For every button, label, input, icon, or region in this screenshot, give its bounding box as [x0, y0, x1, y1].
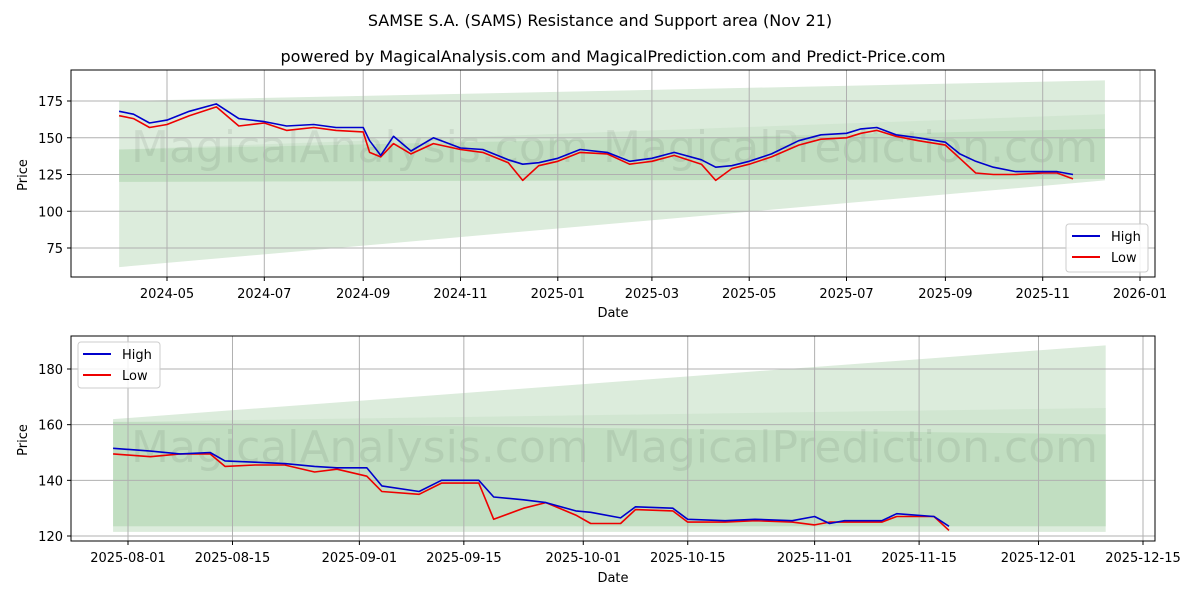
- top-bands: [119, 80, 1105, 268]
- x-tick-label: 2025-05: [722, 287, 776, 302]
- x-tick-label: 2024-09: [336, 287, 390, 302]
- x-tick-label: 2025-11-01: [777, 551, 853, 566]
- x-tick-label: 2025-09-15: [426, 551, 502, 566]
- x-tick-label: 2025-08-15: [195, 551, 271, 566]
- bottom-y-label: Price: [16, 424, 31, 456]
- band-inner_band: [113, 421, 1106, 527]
- bottom-grid: [71, 336, 1155, 541]
- legend-low-label: Low: [122, 369, 148, 384]
- x-tick-label: 2026-01: [1113, 287, 1167, 302]
- bottom-legend: High Low: [77, 341, 161, 389]
- bottom-series: [113, 447, 950, 531]
- x-tick-label: 2024-11: [433, 287, 487, 302]
- y-tick-label: 120: [38, 530, 63, 545]
- bottom-plot-area: MagicalAnalysis.com MagicalPrediction.co…: [71, 336, 1155, 541]
- x-tick-label: 2025-09-01: [322, 551, 398, 566]
- top-grid: [71, 70, 1155, 277]
- watermark-right: MagicalPrediction.com: [603, 422, 1098, 473]
- top-series: [118, 103, 1074, 182]
- series-low-line: [118, 106, 1074, 182]
- y-tick-label: 180: [38, 363, 63, 378]
- x-tick-label: 2025-12-15: [1105, 551, 1181, 566]
- y-tick-label: 75: [46, 242, 63, 257]
- chart-title: SAMSE S.A. (SAMS) Resistance and Support…: [368, 11, 832, 30]
- legend-low-label: Low: [1111, 251, 1137, 266]
- watermark-right: MagicalPrediction.com: [603, 122, 1098, 173]
- bottom-x-axis: 2025-08-01 2025-08-15 2025-09-01 2025-09-15…: [90, 541, 1181, 566]
- y-tick-label: 175: [38, 95, 63, 110]
- y-tick-label: 140: [38, 474, 63, 489]
- bottom-x-label: Date: [597, 571, 628, 586]
- x-tick-label: 2024-05: [140, 287, 194, 302]
- bottom-bands: [113, 345, 1106, 532]
- y-tick-label: 150: [38, 132, 63, 147]
- x-tick-label: 2025-10-01: [545, 551, 621, 566]
- legend-high-label: High: [1111, 230, 1141, 245]
- y-tick-label: 125: [38, 169, 63, 184]
- top-x-label: Date: [597, 306, 628, 321]
- x-tick-label: 2025-11-15: [881, 551, 957, 566]
- x-tick-label: 2025-10-15: [650, 551, 726, 566]
- x-tick-label: 2024-07: [237, 287, 291, 302]
- top-chart: MagicalAnalysis.com MagicalPrediction.co…: [16, 69, 1167, 321]
- x-tick-label: 2025-11: [1016, 287, 1070, 302]
- legend-high-label: High: [122, 348, 152, 363]
- x-tick-label: 2025-08-01: [90, 551, 166, 566]
- bottom-axes-frame: [70, 335, 1156, 542]
- top-legend: High Low: [1065, 223, 1149, 273]
- bottom-chart: MagicalAnalysis.com MagicalPrediction.co…: [16, 335, 1181, 586]
- top-y-label: Price: [16, 159, 31, 191]
- y-tick-label: 100: [38, 205, 63, 220]
- top-watermark: MagicalAnalysis.com MagicalPrediction.co…: [131, 122, 1098, 173]
- x-tick-label: 2025-07: [819, 287, 873, 302]
- chart-subtitle: powered by MagicalAnalysis.com and Magic…: [280, 47, 945, 66]
- top-y-axis: 75 100 125 150 175: [38, 95, 71, 257]
- bottom-y-axis: 120 140 160 180: [38, 363, 71, 545]
- x-tick-label: 2025-03: [625, 287, 679, 302]
- x-tick-label: 2025-09: [918, 287, 972, 302]
- x-tick-label: 2025-01: [531, 287, 585, 302]
- series-high-line: [118, 103, 1074, 176]
- y-tick-label: 160: [38, 419, 63, 434]
- watermark-left: MagicalAnalysis.com: [131, 122, 589, 173]
- series-high-line: [113, 447, 950, 527]
- top-plot-area: MagicalAnalysis.com MagicalPrediction.co…: [71, 70, 1155, 277]
- x-tick-label: 2025-12-01: [1001, 551, 1077, 566]
- top-x-axis: 2024-05 2024-07 2024-09 2024-11 2025-01 2025-…: [140, 277, 1167, 302]
- top-axes-frame: [70, 69, 1156, 278]
